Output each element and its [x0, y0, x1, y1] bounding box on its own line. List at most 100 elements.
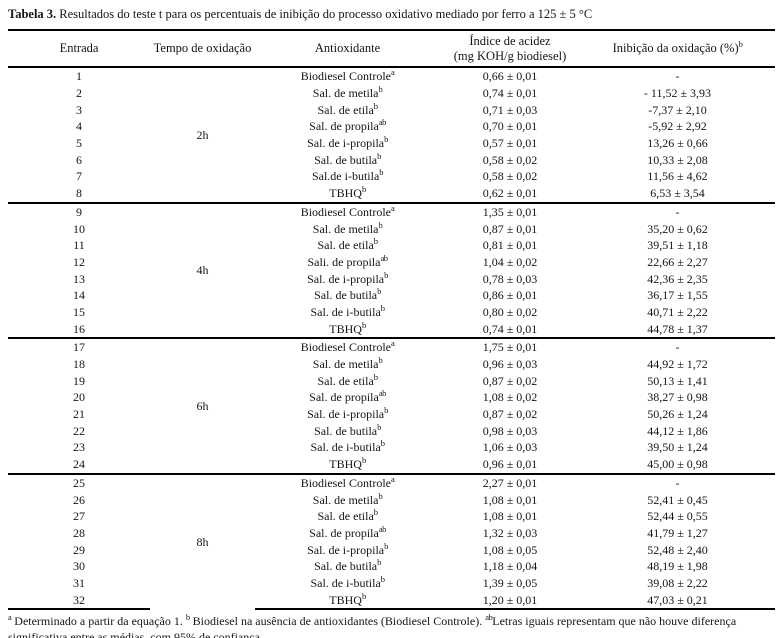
- col-header-entrada: Entrada: [8, 29, 150, 68]
- cell-entrada: 20: [73, 390, 85, 405]
- cell-inibicao-oxidacao: 45,00 ± 0,98: [647, 457, 708, 472]
- cell-entrada: 21: [73, 407, 85, 422]
- cell-indice-acidez: 2,27 ± 0,01: [440, 472, 580, 492]
- significance-superscript: b: [373, 100, 378, 111]
- cell-antioxidante: Sal. de i-propilab: [307, 134, 388, 151]
- cell-antioxidante: Sal. de propilaab: [309, 117, 386, 134]
- cell-entrada: 15: [73, 304, 85, 319]
- cell-inibicao-oxidacao: 50,13 ± 1,41: [647, 373, 708, 388]
- cell-antioxidante: Biodiesel Controlea: [255, 472, 440, 492]
- cell-inibicao-oxidacao: 52,48 ± 2,40: [647, 542, 708, 557]
- cell-inibicao-oxidacao: 44,12 ± 1,86: [647, 423, 708, 438]
- cell-antioxidante: TBHQb: [329, 319, 366, 336]
- cell-entrada: 12: [73, 254, 85, 269]
- cell-indice-acidez: 1,39 ± 0,05: [482, 575, 538, 590]
- cell-antioxidante: Sal. de propilaab: [309, 523, 387, 540]
- cell-inibicao-oxidacao: 47,03 ± 0,21: [580, 591, 775, 610]
- footnote-text: Letras iguais representam que não houve …: [8, 614, 737, 638]
- cell-indice-acidez: 0,80 ± 0,02: [482, 304, 538, 319]
- col-header-inibicao-superscript: b: [738, 39, 743, 50]
- table-row: 7 Sal.de i-butilab 0,58 ± 0,02 11,56 ± 4,62: [8, 168, 775, 185]
- footnote-marker-superscript: b: [185, 612, 190, 622]
- col-header-antioxidante: Antioxidante: [255, 29, 440, 68]
- cell-inibicao-oxidacao: -: [580, 337, 775, 356]
- cell-entrada: 9: [8, 201, 150, 221]
- table-row: 27 Sal. de etilab 1,08 ± 0,01 52,44 ± 0,55: [8, 508, 775, 525]
- table-row: 18 Sal. de metilab 0,96 ± 0,03 44,92 ± 1,72: [8, 356, 775, 373]
- table-row: 9 4h Biodiesel Controlea 1,35 ± 0,01-: [8, 201, 775, 338]
- significance-superscript: b: [373, 236, 378, 247]
- cell-entrada: 13: [73, 271, 85, 286]
- significance-superscript: b: [377, 557, 381, 568]
- significance-superscript: a: [391, 67, 395, 78]
- cell-entrada: 14: [73, 288, 85, 303]
- cell-antioxidante: Sali. de propilaab: [307, 252, 388, 269]
- table-row: 25 8h Biodiesel Controlea 2,27 ± 0,01-: [8, 472, 775, 609]
- cell-indice-acidez: 0,74 ± 0,01: [482, 86, 538, 101]
- cell-tempo-oxidacao: 8h: [150, 472, 255, 609]
- cell-antioxidante: Sal. de metilab: [312, 355, 383, 372]
- cell-indice-acidez: 0,96 ± 0,03: [482, 357, 538, 372]
- table-row: 13 Sal. de i-propilab 0,78 ± 0,03 42,36 ± 2…: [8, 270, 775, 287]
- table-row: 30 Sal. de butilab 1,18 ± 0,04 48,19 ± 1,98: [8, 558, 775, 575]
- cell-antioxidante: Sal. de etilab: [317, 507, 378, 524]
- significance-superscript: b: [384, 540, 388, 551]
- table-row: 17 6h Biodiesel Controlea 1,75 ± 0,01-: [8, 337, 775, 474]
- cell-entrada: 1: [76, 69, 82, 84]
- cell-indice-acidez: 1,20 ± 0,01: [440, 591, 580, 610]
- cell-inibicao-oxidacao: 42,36 ± 2,35: [647, 271, 708, 286]
- significance-superscript: b: [361, 590, 366, 601]
- cell-inibicao-oxidacao: - 11,52 ± 3,93: [643, 86, 712, 101]
- table-body: 1 2h Biodiesel Controlea 0,66 ± 0,01 - 2 Sal. …: [8, 67, 775, 610]
- cell-antioxidante: Sal. de butilab: [314, 557, 381, 574]
- table-row: 15 Sal. de i-butilab 0,80 ± 0,02 40,71 ± 2,…: [8, 304, 775, 321]
- significance-superscript: b: [384, 405, 388, 416]
- table-row: 5 Sal. de i-propilab 0,57 ± 0,01 13,26 ± 0,…: [8, 135, 775, 152]
- cell-inibicao-oxidacao: 44,92 ± 1,72: [647, 357, 708, 372]
- cell-indice-acidez: 0,70 ± 0,01: [482, 119, 538, 134]
- cell-antioxidante: Sal. de metilab: [312, 219, 383, 236]
- cell-inibicao-oxidacao: -: [675, 69, 680, 84]
- cell-entrada: 11: [73, 238, 85, 253]
- cell-indice-acidez: 0,87 ± 0,02: [482, 373, 538, 388]
- cell-antioxidante: Sal. de etilab: [317, 371, 378, 388]
- cell-inibicao-oxidacao: 6,53 ± 3,54: [650, 186, 705, 201]
- cell-inibicao-oxidacao: 35,20 ± 0,62: [647, 221, 708, 236]
- cell-antioxidante: Sal. de i-butilab: [310, 573, 385, 590]
- col-header-inibicao: Inibição da oxidação (%)b: [580, 29, 775, 68]
- cell-inibicao-oxidacao: 39,50 ± 1,24: [647, 440, 708, 455]
- table-row: 4 Sal. de propilaab 0,70 ± 0,01 -5,92 ± 2,9…: [8, 118, 775, 135]
- cell-antioxidante: Sal. de butilab: [314, 421, 381, 438]
- table-row: 24 TBHQb 0,96 ± 0,01 45,00 ± 0,98: [8, 456, 775, 474]
- cell-indice-acidez: 0,74 ± 0,01: [482, 321, 538, 336]
- cell-indice-acidez: 1,08 ± 0,05: [482, 542, 538, 557]
- cell-entrada: 10: [73, 221, 85, 236]
- significance-superscript: ab: [378, 523, 387, 534]
- cell-inibicao-oxidacao: 50,26 ± 1,24: [647, 407, 708, 422]
- cell-inibicao-oxidacao: 13,26 ± 0,66: [647, 136, 708, 151]
- table-caption-text: Resultados do teste t para os percentuai…: [56, 7, 593, 21]
- cell-antioxidante: Biodiesel Controlea: [255, 337, 440, 356]
- table-row: 23 Sal. de i-butilab 1,06 ± 0,03 39,50 ± 1,…: [8, 439, 775, 456]
- significance-superscript: b: [373, 507, 378, 518]
- cell-indice-acidez: 1,18 ± 0,04: [482, 559, 538, 574]
- significance-superscript: b: [380, 573, 385, 584]
- cell-inibicao-oxidacao: 41,79 ± 1,27: [647, 525, 708, 540]
- cell-indice-acidez: 0,58 ± 0,02: [482, 152, 538, 167]
- table-row: 8 TBHQb 0,62 ± 0,01 6,53 ± 3,54: [8, 185, 775, 203]
- cell-inibicao-oxidacao: 52,44 ± 0,55: [647, 509, 708, 524]
- cell-inibicao-oxidacao: 39,08 ± 2,22: [647, 575, 708, 590]
- significance-superscript: a: [391, 338, 395, 349]
- cell-antioxidante: Sal. de i-propilab: [307, 269, 388, 286]
- cell-entrada: 7: [76, 169, 82, 184]
- cell-antioxidante: Sal. de metilab: [312, 490, 383, 507]
- significance-superscript: b: [377, 286, 381, 297]
- cell-indice-acidez: 1,08 ± 0,01: [482, 509, 538, 524]
- cell-entrada: 26: [73, 492, 85, 507]
- cell-inibicao-oxidacao: 44,78 ± 1,37: [647, 321, 708, 336]
- significance-superscript: b: [361, 184, 366, 195]
- cell-indice-acidez: 1,04 ± 0,02: [482, 254, 538, 269]
- table-row: 22 Sal. de butilab 0,98 ± 0,03 44,12 ± 1,86: [8, 422, 775, 439]
- significance-superscript: b: [378, 490, 383, 501]
- significance-superscript: b: [378, 219, 383, 230]
